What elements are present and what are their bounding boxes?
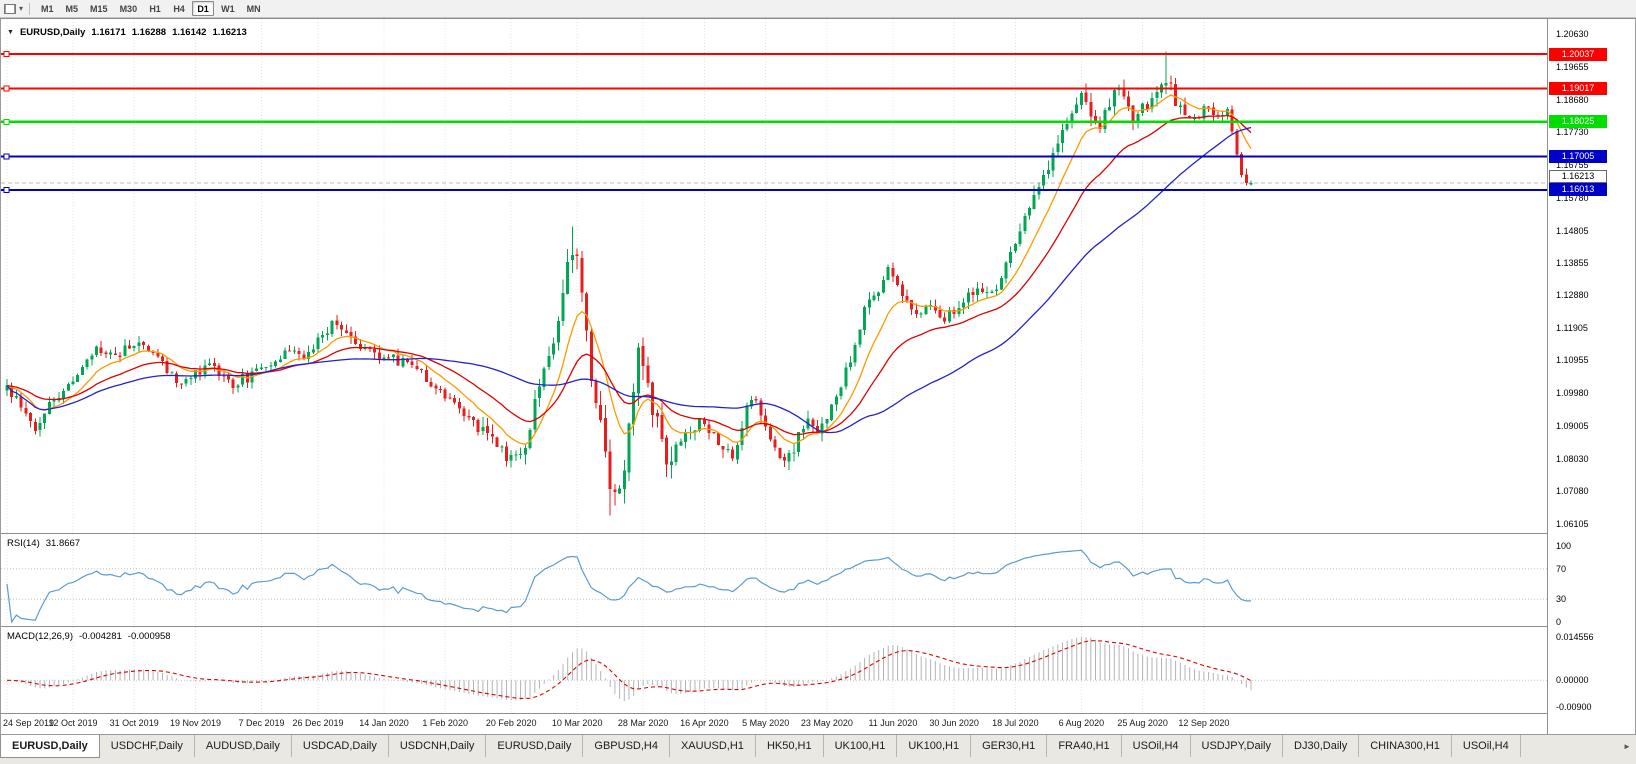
timeframe-m30-button[interactable]: M30: [119, 3, 138, 14]
price-tick: 1.12880: [1556, 290, 1589, 301]
tab-eurusd-daily[interactable]: EURUSD,Daily: [0, 735, 100, 758]
tab-uk100-h1[interactable]: UK100,H1: [897, 735, 972, 757]
timeframe-m1-button[interactable]: M1: [41, 3, 54, 14]
timeframe-buttons: M1 M5 M15 M30 H1 H4 D1 W1 MN: [36, 1, 266, 16]
timeframe-h1-button[interactable]: H1: [149, 3, 161, 14]
price-tick: 1.11905: [1556, 323, 1588, 334]
pane-separator[interactable]: [1, 626, 1635, 627]
price-tick: 1.09980: [1556, 388, 1589, 399]
tab-usdcnh-daily[interactable]: USDCNH,Daily: [389, 735, 487, 757]
date-label: 18 Jul 2020: [992, 718, 1039, 728]
price-tick: 1.09005: [1556, 421, 1589, 432]
price-tick: 1.13855: [1556, 257, 1589, 268]
price-axis[interactable]: 1.20630 1.19655 1.18680 1.17730 1.16755 1.157…: [1547, 19, 1635, 735]
date-label: 6 Aug 2020: [1058, 718, 1105, 728]
tab-ger30-h1[interactable]: GER30,H1: [971, 735, 1048, 757]
tab-usoil-h4[interactable]: USOil,H4: [1452, 735, 1521, 757]
pane-separator: [1, 713, 1635, 714]
timeframe-mn-button[interactable]: MN: [246, 3, 261, 14]
date-label: 26 Dec 2019: [292, 718, 344, 728]
time-axis[interactable]: 24 Sep 2019 12 Oct 2019 31 Oct 2019 19 Nov …: [1, 714, 1547, 735]
price-tick: 1.20630: [1556, 29, 1589, 39]
date-label: 12 Sep 2020: [1178, 718, 1230, 728]
timeframe-m15-button[interactable]: M15: [90, 3, 108, 14]
chart-window-body: ▼ EURUSD,Daily 1.16171 1.16288 1.16142 1…: [0, 18, 1636, 735]
tab-usoil-h4[interactable]: USOil,H4: [1122, 735, 1191, 757]
tab-hk50-h1[interactable]: HK50,H1: [756, 735, 824, 757]
chart-tabs-bar: EURUSD,Daily USDCHF,Daily AUDUSD,Daily USDC…: [0, 734, 1636, 764]
macd-axis-label: -0.00900: [1556, 702, 1592, 712]
tab-audusd-daily[interactable]: AUDUSD,Daily: [195, 735, 292, 757]
price-tick: 1.18680: [1556, 94, 1589, 105]
date-label: 30 Jun 2020: [929, 718, 979, 728]
date-label: 31 Oct 2019: [109, 718, 159, 728]
date-label: 7 Dec 2019: [238, 718, 285, 728]
tab-fra40-h1[interactable]: FRA40,H1: [1047, 735, 1122, 757]
macd-pane[interactable]: [1, 627, 1547, 713]
macd-axis-label: 0.014556: [1556, 632, 1594, 642]
price-tick: 1.07080: [1556, 486, 1589, 497]
timeframe-m5-button[interactable]: M5: [65, 3, 79, 14]
date-label: 24 Sep 2019: [3, 718, 55, 728]
tab-xauusd-h1[interactable]: XAUUSD,H1: [670, 735, 756, 757]
macd-axis-label: 0.00000: [1556, 675, 1589, 686]
date-label: 25 Aug 2020: [1117, 718, 1168, 728]
date-label: 28 Mar 2020: [617, 718, 669, 728]
price-level-badge: 1.16013: [1549, 183, 1607, 197]
rsi-axis-label: 0: [1556, 617, 1562, 627]
price-tick: 1.15780: [1556, 192, 1589, 203]
date-label: 23 May 2020: [800, 718, 853, 728]
timeframe-d1-button[interactable]: D1: [192, 1, 215, 16]
price-tick: 1.06105: [1556, 519, 1589, 529]
tab-dj30-daily[interactable]: DJ30,Daily: [1283, 735, 1360, 757]
tab-usdjpy-daily[interactable]: USDJPY,Daily: [1191, 735, 1284, 757]
date-label: 11 Jun 2020: [868, 718, 918, 728]
price-tick: 1.16755: [1556, 159, 1589, 170]
date-label: 1 Feb 2020: [422, 718, 468, 728]
date-label: 16 Apr 2020: [680, 718, 729, 728]
rsi-axis-label: 30: [1556, 594, 1567, 605]
rsi-axis-label: 70: [1556, 563, 1567, 574]
price-level-badge: 1.18025: [1549, 115, 1607, 129]
tab-gbpusd-h4[interactable]: GBPUSD,H4: [583, 735, 670, 757]
tab-uk100-h1[interactable]: UK100,H1: [824, 735, 898, 757]
tab-eurusd-daily[interactable]: EURUSD,Daily: [486, 735, 584, 757]
toolbar-separator: [29, 2, 31, 15]
date-label: 5 May 2020: [742, 718, 790, 728]
toolbar-dropdown-icon[interactable]: ▾: [19, 3, 24, 13]
price-level-badge: 1.19017: [1549, 81, 1607, 95]
tab-usdcad-daily[interactable]: USDCAD,Daily: [292, 735, 389, 757]
price-level-badge: 1.20037: [1549, 47, 1607, 61]
price-tick: 1.14805: [1556, 225, 1589, 236]
toolbar: ▾ M1 M5 M15 M30 H1 H4 D1 W1 MN: [0, 0, 1636, 18]
price-tick: 1.10955: [1556, 355, 1589, 366]
price-tick: 1.19655: [1556, 61, 1589, 72]
date-label: 14 Jan 2020: [359, 718, 409, 728]
price-tick: 1.08030: [1556, 454, 1589, 465]
rsi-axis-label: 100: [1556, 541, 1572, 551]
rsi-pane[interactable]: [1, 534, 1547, 626]
tab-china300-h1[interactable]: CHINA300,H1: [1359, 735, 1452, 757]
tab-scroll-right-icon[interactable]: ►: [1623, 741, 1631, 751]
chart-window-icon[interactable]: [4, 3, 16, 14]
date-label: 10 Mar 2020: [551, 718, 603, 728]
main-chart[interactable]: [1, 19, 1547, 533]
date-label: 12 Oct 2019: [48, 718, 98, 728]
tab-usdchf-daily[interactable]: USDCHF,Daily: [100, 735, 195, 757]
date-label: 20 Feb 2020: [485, 718, 537, 728]
date-label: 19 Nov 2019: [169, 718, 222, 728]
price-level-badge: 1.17005: [1549, 149, 1607, 163]
price-tick: 1.17730: [1556, 126, 1589, 137]
chart-tabs: EURUSD,Daily USDCHF,Daily AUDUSD,Daily USDC…: [0, 735, 1618, 759]
timeframe-w1-button[interactable]: W1: [221, 3, 235, 14]
pane-separator[interactable]: [1, 533, 1635, 534]
timeframe-h4-button[interactable]: H4: [173, 3, 185, 14]
current-price-badge: 1.16213: [1549, 170, 1607, 183]
